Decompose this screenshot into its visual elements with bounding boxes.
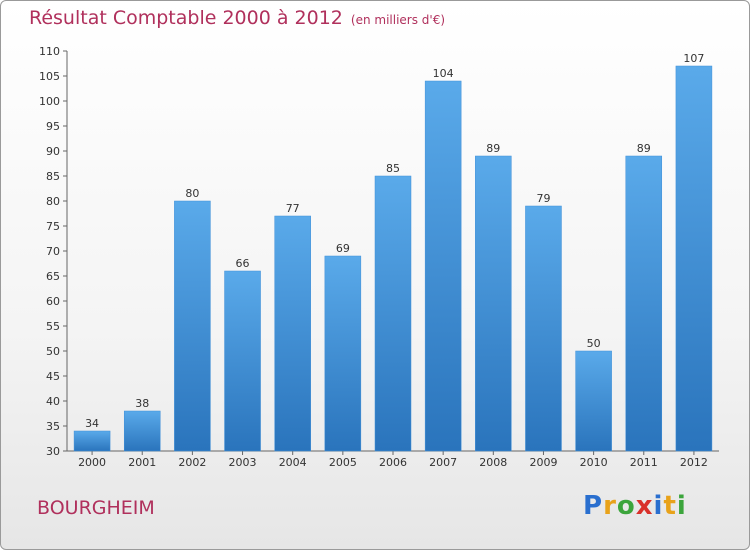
y-tick-label: 90 [46, 145, 60, 158]
x-tick-label: 2004 [279, 456, 307, 469]
y-tick-label: 40 [46, 395, 60, 408]
data-labels: 34 38 80 66 77 69 85 104 89 79 50 89 107 [85, 52, 704, 430]
bar-value-label: 66 [236, 257, 250, 270]
logo-letter: i [676, 491, 687, 521]
proxiti-logo: Proxiti [583, 491, 687, 521]
y-tick-label: 35 [46, 420, 60, 433]
x-tick-label: 2010 [580, 456, 608, 469]
bar-value-label: 89 [486, 142, 500, 155]
y-tick-label: 30 [46, 445, 60, 458]
bar [475, 155, 512, 452]
bar [575, 350, 612, 452]
bar [274, 215, 311, 452]
bar [675, 65, 713, 452]
x-tick-label: 2006 [379, 456, 407, 469]
y-tick-label: 65 [46, 270, 60, 283]
logo-letter: t [663, 491, 677, 521]
y-tick-label: 45 [46, 370, 60, 383]
x-tick-label: 2009 [529, 456, 557, 469]
logo-letter: P [583, 491, 604, 521]
x-tick-label: 2007 [429, 456, 457, 469]
chart-title-text: Résultat Comptable 2000 à 2012 [29, 7, 343, 29]
logo-letter: x [635, 491, 654, 521]
logo-letter: r [603, 491, 617, 521]
bar [424, 80, 462, 452]
logo-letter: i [653, 491, 664, 521]
x-tick-label: 2000 [78, 456, 106, 469]
y-tick-label: 110 [39, 45, 60, 58]
y-tick-label: 85 [46, 170, 60, 183]
bar [73, 430, 111, 452]
logo-letter: o [616, 491, 636, 521]
y-tick-label: 95 [46, 120, 60, 133]
x-tick-label: 2008 [479, 456, 507, 469]
bar-value-label: 104 [433, 67, 454, 80]
bar-value-label: 80 [185, 187, 199, 200]
bar-value-label: 107 [683, 52, 704, 65]
bar-value-label: 79 [536, 192, 550, 205]
x-tick-label: 2001 [128, 456, 156, 469]
bar-value-label: 77 [286, 202, 300, 215]
y-tick-label: 105 [39, 70, 60, 83]
y-tick-label: 75 [46, 220, 60, 233]
bar [625, 155, 663, 452]
y-tick-label: 70 [46, 245, 60, 258]
bar-value-label: 89 [637, 142, 651, 155]
bar [123, 410, 161, 452]
y-tick-label: 50 [46, 345, 60, 358]
x-tick-label: 2011 [630, 456, 658, 469]
x-tick-label: 2002 [178, 456, 206, 469]
x-tick-label: 2003 [229, 456, 257, 469]
bar-value-label: 38 [135, 397, 149, 410]
unit-note: (en milliers d'€) [350, 13, 446, 27]
y-tick-label: 60 [46, 295, 60, 308]
bar [324, 255, 362, 452]
chart-title: Résultat Comptable 2000 à 2012 (en millie… [29, 7, 445, 29]
y-tick-label: 100 [39, 95, 60, 108]
bar [224, 270, 261, 452]
x-tick-label: 2005 [329, 456, 357, 469]
bar [174, 200, 211, 452]
bar-value-label: 85 [386, 162, 400, 175]
commune-name: BOURGHEIM [37, 497, 155, 519]
bar-value-label: 50 [587, 337, 601, 350]
bar [525, 205, 562, 452]
y-tick-label: 80 [46, 195, 60, 208]
bar [374, 175, 412, 452]
bars [73, 65, 713, 452]
x-tick-label: 2012 [680, 456, 708, 469]
bar-value-label: 69 [336, 242, 350, 255]
bar-value-label: 34 [85, 417, 99, 430]
y-tick-label: 55 [46, 320, 60, 333]
